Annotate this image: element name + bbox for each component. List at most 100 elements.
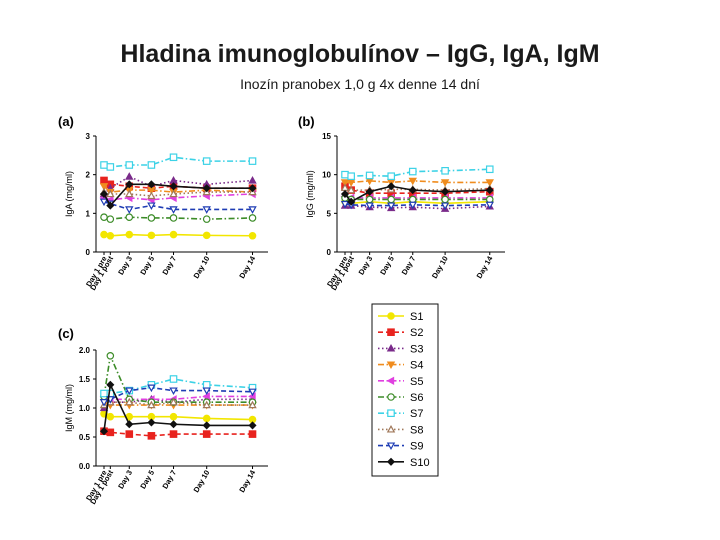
- data-point: [147, 214, 156, 222]
- legend-marker: [386, 424, 396, 433]
- slide-subtitle: Inozín pranobex 1,0 g 4x denne 14 dní: [240, 76, 480, 92]
- y-tick-label: 3: [86, 132, 91, 141]
- series-s7: [341, 165, 494, 181]
- legend-item: S4: [378, 360, 423, 372]
- data-point: [341, 170, 349, 179]
- data-point: [347, 172, 355, 181]
- legend-marker: [386, 442, 396, 451]
- data-point: [248, 400, 257, 409]
- data-point: [169, 230, 178, 239]
- y-tick-label: 10: [322, 171, 331, 180]
- data-point: [169, 420, 178, 429]
- data-point: [365, 187, 374, 196]
- data-point: [440, 202, 450, 211]
- data-point: [106, 201, 115, 210]
- x-tick-label: Day 3: [116, 255, 134, 277]
- y-axis-label: IgM (mg/ml): [64, 384, 74, 432]
- data-point: [202, 400, 211, 409]
- series-s4: [340, 177, 494, 187]
- data-point: [202, 430, 211, 438]
- data-point: [169, 214, 178, 222]
- legend-item: S3: [378, 343, 423, 355]
- data-point: [340, 200, 350, 209]
- series-s3: [99, 394, 257, 412]
- panel-label: (a): [58, 114, 74, 129]
- data-point: [440, 179, 450, 187]
- legend-marker: [386, 457, 396, 466]
- data-point: [441, 187, 450, 196]
- data-point: [99, 189, 109, 199]
- data-point: [202, 387, 211, 396]
- data-point: [408, 177, 417, 186]
- y-tick-label: 0.5: [79, 433, 91, 442]
- data-point: [169, 412, 178, 421]
- data-point: [106, 231, 115, 240]
- data-point: [106, 380, 115, 389]
- series-s9: [340, 200, 494, 211]
- data-point: [441, 167, 449, 175]
- x-tick-label: Day 5: [138, 255, 156, 277]
- data-point: [202, 206, 211, 214]
- legend-label: S7: [410, 408, 423, 420]
- data-point: [106, 412, 115, 421]
- legend-item: S7: [378, 408, 423, 420]
- legend-item: S2: [378, 327, 423, 339]
- data-point: [147, 231, 156, 240]
- series-s9: [99, 384, 257, 407]
- data-point: [248, 176, 257, 184]
- data-point: [125, 161, 134, 169]
- data-point: [365, 202, 374, 211]
- data-point: [100, 161, 108, 169]
- series-s6: [100, 351, 257, 407]
- x-tick-label: Day 10: [430, 255, 450, 280]
- data-point: [408, 167, 417, 176]
- data-point: [147, 202, 156, 211]
- series-line: [103, 352, 253, 404]
- y-axis-label: IgA (mg/ml): [64, 171, 74, 217]
- data-point: [202, 381, 211, 389]
- data-point: [346, 185, 356, 194]
- data-point: [106, 163, 115, 171]
- y-tick-label: 0: [327, 248, 332, 257]
- series-s1: [100, 230, 257, 240]
- y-axis-label: IgG (mg/ml): [305, 170, 315, 218]
- data-point: [169, 387, 178, 396]
- legend-marker: [387, 393, 395, 401]
- x-tick-label: Day 7: [160, 469, 178, 491]
- legend-item: S6: [378, 392, 423, 404]
- data-point: [125, 387, 134, 396]
- data-point: [169, 176, 178, 184]
- legend-marker: [387, 328, 395, 337]
- data-point: [147, 180, 156, 189]
- data-point: [202, 421, 211, 430]
- data-point: [202, 215, 211, 223]
- y-tick-label: 1.0: [79, 404, 91, 413]
- data-point: [485, 179, 494, 187]
- legend-item: S9: [378, 441, 423, 453]
- series-s4: [99, 399, 257, 410]
- legend-label: S10: [410, 457, 430, 469]
- legend-marker: [386, 376, 395, 386]
- data-point: [125, 206, 134, 214]
- panel-label: (c): [58, 326, 74, 341]
- legend-item: S10: [378, 457, 430, 469]
- data-point: [202, 157, 211, 165]
- data-point: [147, 400, 156, 409]
- series-s2: [100, 427, 257, 440]
- legend-label: S8: [410, 424, 423, 436]
- x-tick-label: Day 10: [192, 469, 212, 494]
- data-point: [100, 213, 108, 222]
- x-tick-label: Day 3: [357, 255, 375, 277]
- data-point: [485, 165, 494, 174]
- data-point: [346, 179, 356, 187]
- data-point: [147, 191, 156, 200]
- data-point: [100, 176, 108, 185]
- series-s9: [99, 198, 257, 214]
- data-point: [125, 397, 134, 406]
- y-tick-label: 1.5: [79, 375, 91, 384]
- data-point: [125, 180, 134, 189]
- x-tick-label: Day 10: [192, 255, 212, 280]
- y-tick-label: 0.0: [79, 462, 91, 471]
- x-tick-label: Day 14: [475, 254, 495, 280]
